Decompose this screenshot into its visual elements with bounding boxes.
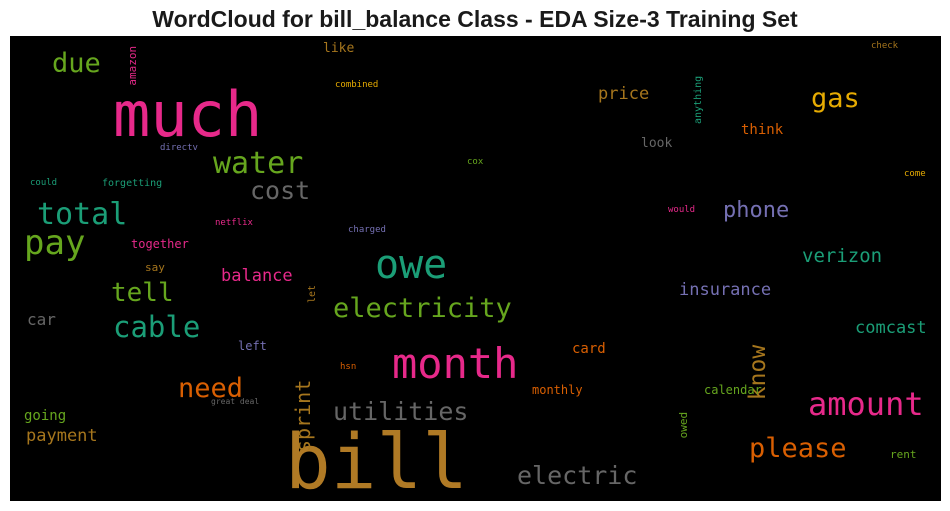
word-much: much <box>113 78 263 151</box>
word-car: car <box>27 310 56 329</box>
word-electric: electric <box>517 461 638 490</box>
word-calendar: calendar <box>704 383 762 397</box>
word-let: let <box>307 284 318 303</box>
word-due: due <box>52 48 101 79</box>
word-price: price <box>598 84 650 104</box>
word-payment: payment <box>26 426 98 446</box>
word-combined: combined <box>335 80 379 90</box>
word-check: check <box>871 41 899 51</box>
word-verizon: verizon <box>802 245 883 267</box>
word-month: month <box>392 339 519 388</box>
word-look: look <box>641 136 673 151</box>
word-comcast: comcast <box>855 318 927 338</box>
word-cox: cox <box>467 157 484 167</box>
word-think: think <box>741 122 784 138</box>
word-gas: gas <box>811 83 860 114</box>
word-bill: bill <box>285 417 469 501</box>
word-say: say <box>145 261 165 274</box>
word-phone: phone <box>723 198 790 223</box>
word-cable: cable <box>113 310 201 344</box>
word-forgetting: forgetting <box>102 178 163 189</box>
word-together: together <box>131 237 189 251</box>
word-utilities: utilities <box>333 397 469 426</box>
word-card: card <box>572 341 606 357</box>
word-insurance: insurance <box>679 280 772 300</box>
word-owed: owed <box>677 411 690 439</box>
word-monthly: monthly <box>532 383 583 397</box>
word-total: total <box>37 197 128 232</box>
word-balance: balance <box>221 266 293 286</box>
word-come: come <box>904 169 926 179</box>
chart-title: WordCloud for bill_balance Class - EDA S… <box>152 6 798 32</box>
word-cloud-canvas: bill much month owe amount pay electricity wate… <box>10 36 941 501</box>
word-tell: tell <box>111 278 174 308</box>
word-amazon: amazon <box>126 45 139 86</box>
word-cost: cost <box>250 176 311 205</box>
word-could: could <box>30 178 58 188</box>
word-pay: pay <box>24 223 86 263</box>
word-would: would <box>668 205 696 215</box>
word-amount: amount <box>808 385 924 423</box>
word-sprint: sprint <box>291 379 315 452</box>
word-great-deal: great deal <box>211 397 260 406</box>
word-going: going <box>24 408 67 424</box>
word-like: like <box>323 41 355 56</box>
word-please: please <box>749 433 847 464</box>
word-electricity: electricity <box>333 293 512 324</box>
word-owe: owe <box>375 242 448 288</box>
word-left: left <box>238 339 267 353</box>
word-need: need <box>178 373 244 404</box>
word-netflix: netflix <box>215 218 253 228</box>
word-rent: rent <box>890 448 917 461</box>
word-charged: charged <box>348 225 386 235</box>
word-water: water <box>213 146 304 181</box>
word-anything: anything <box>693 75 704 124</box>
word-hsn: hsn <box>340 362 357 372</box>
word-directv: directv <box>160 143 198 153</box>
